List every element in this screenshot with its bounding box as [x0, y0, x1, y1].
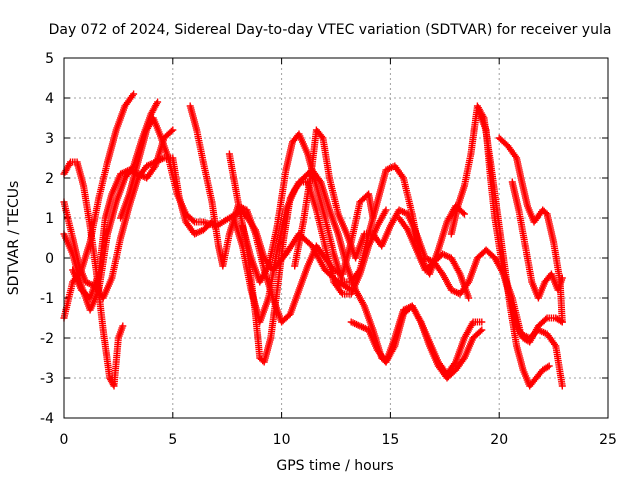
x-tick-label: 15 [381, 432, 399, 448]
y-tick-labels: -4 -3 -2 -1 0 1 2 3 4 5 [40, 51, 54, 427]
y-tick-label: -3 [40, 371, 54, 387]
x-tick-labels: 0 5 10 15 20 25 [60, 432, 617, 448]
plot-frame [63, 57, 609, 419]
series-sat-e [69, 126, 177, 302]
series-markers [476, 110, 566, 346]
y-tick-label: 3 [45, 131, 54, 147]
x-tick-label: 25 [599, 432, 617, 448]
x-tick-label: 10 [273, 432, 291, 448]
y-tick-label: -4 [40, 411, 54, 427]
series-sat-o [476, 110, 566, 346]
series-sat-l [347, 302, 486, 382]
y-tick-label: -2 [40, 331, 54, 347]
chart-title: Day 072 of 2024, Sidereal Day-to-day VTE… [49, 22, 612, 38]
series-markers [347, 302, 486, 382]
series-markers [60, 158, 127, 390]
y-axis-label: SDTVAR / TECUs [6, 181, 22, 296]
series-markers [69, 126, 177, 302]
x-tick-label: 0 [60, 432, 69, 448]
y-tick-label: 2 [45, 171, 54, 187]
data-points [60, 90, 566, 390]
y-tick-label: -1 [40, 291, 54, 307]
series-sat-m [395, 214, 566, 390]
x-tick-label: 5 [168, 432, 177, 448]
series-markers [508, 178, 566, 302]
y-tick-label: 5 [45, 51, 54, 67]
series-markers [495, 134, 566, 326]
series-sat-p [495, 134, 566, 326]
y-tick-label: 4 [45, 91, 54, 107]
x-tick-label: 20 [490, 432, 508, 448]
series-sat-b [60, 158, 127, 390]
series-sat-k [291, 126, 473, 302]
series-sat-q [508, 178, 566, 302]
x-axis-label: GPS time / hours [276, 458, 393, 474]
series-markers [291, 126, 473, 302]
series-markers [395, 214, 566, 390]
y-tick-label: 0 [45, 251, 54, 267]
y-tick-label: 1 [45, 211, 54, 227]
